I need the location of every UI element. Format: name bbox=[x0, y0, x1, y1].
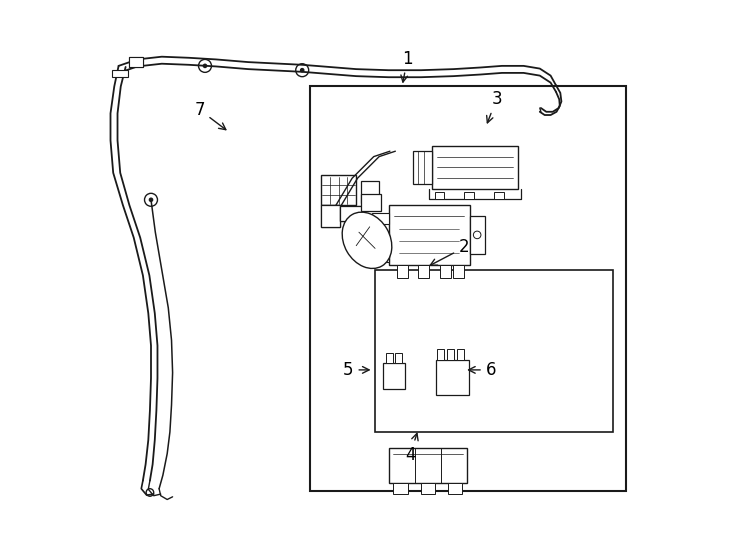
Bar bbox=[129, 57, 143, 67]
Bar bbox=[421, 483, 435, 494]
Bar bbox=[436, 360, 468, 395]
Bar bbox=[388, 205, 470, 265]
Bar bbox=[393, 483, 407, 494]
Bar bbox=[321, 205, 340, 227]
Bar bbox=[388, 448, 467, 483]
Bar bbox=[440, 265, 451, 278]
Bar bbox=[360, 194, 381, 211]
Text: 1: 1 bbox=[401, 50, 413, 82]
Bar bbox=[457, 349, 464, 360]
Bar bbox=[396, 265, 407, 278]
Text: 2: 2 bbox=[430, 239, 470, 265]
Bar bbox=[383, 363, 404, 389]
Bar bbox=[372, 232, 388, 243]
Circle shape bbox=[203, 64, 206, 68]
Bar bbox=[340, 206, 362, 221]
Bar bbox=[340, 206, 362, 221]
Bar bbox=[372, 213, 388, 224]
Bar bbox=[418, 265, 429, 278]
Bar bbox=[375, 270, 613, 432]
Bar bbox=[447, 349, 454, 360]
Text: 4: 4 bbox=[405, 434, 418, 463]
Circle shape bbox=[301, 69, 304, 72]
Bar bbox=[435, 192, 444, 199]
Ellipse shape bbox=[342, 212, 392, 268]
Text: 7: 7 bbox=[195, 101, 226, 130]
Bar bbox=[454, 265, 464, 278]
Text: 5: 5 bbox=[343, 361, 369, 379]
Bar bbox=[494, 192, 504, 199]
Bar bbox=[321, 205, 340, 227]
Bar bbox=[413, 151, 432, 184]
Bar bbox=[310, 86, 626, 491]
Circle shape bbox=[150, 198, 153, 201]
Text: 3: 3 bbox=[487, 90, 502, 123]
Bar bbox=[112, 70, 128, 77]
Bar bbox=[448, 483, 462, 494]
Text: 6: 6 bbox=[468, 361, 496, 379]
Bar bbox=[395, 353, 402, 363]
Bar bbox=[464, 192, 474, 199]
Bar bbox=[437, 349, 444, 360]
Bar bbox=[321, 176, 356, 205]
Bar bbox=[372, 251, 388, 262]
Bar bbox=[129, 57, 143, 67]
Bar bbox=[386, 353, 393, 363]
Bar bbox=[470, 216, 484, 254]
Bar bbox=[360, 181, 379, 202]
Bar bbox=[432, 146, 518, 189]
